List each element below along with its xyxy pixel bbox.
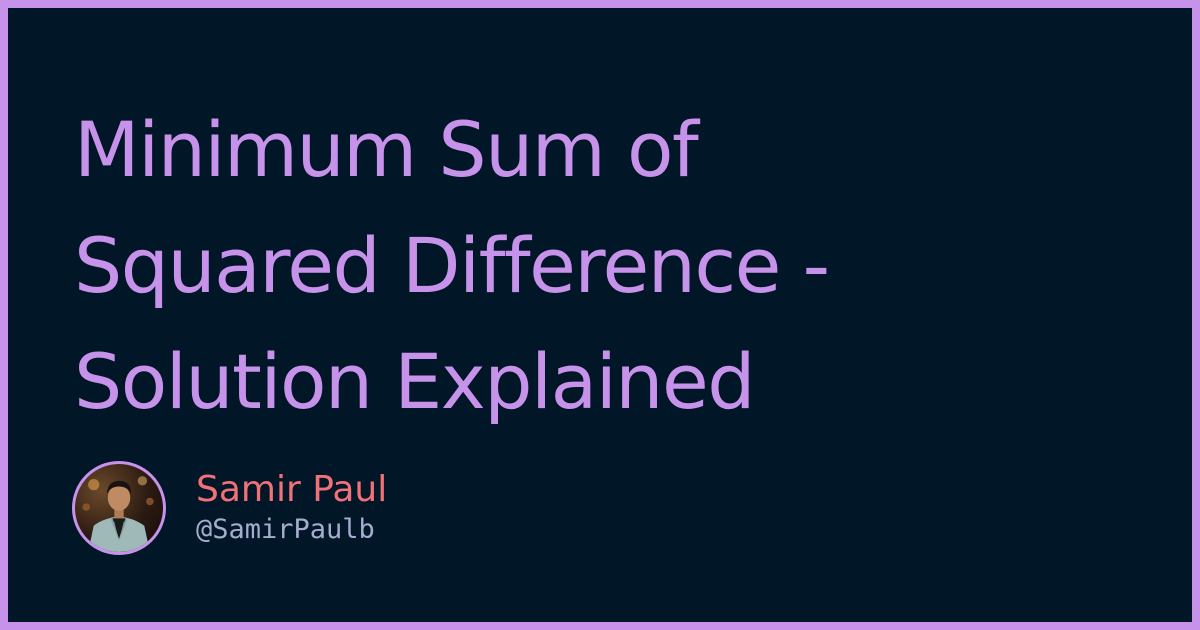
title-line-1: Minimum Sum of	[74, 105, 699, 194]
author-text: Samir Paul @SamirPaulb	[196, 468, 387, 548]
avatar	[72, 461, 166, 555]
author-name: Samir Paul	[196, 469, 388, 510]
author-block: Samir Paul @SamirPaulb	[72, 458, 387, 558]
title-line-3: Solution Explained	[74, 337, 755, 426]
author-photo-icon	[82, 476, 154, 552]
title-line-2: Squared Difference -	[74, 221, 830, 310]
post-title: Minimum Sum of Squared Difference - Solu…	[74, 92, 1154, 440]
author-handle: @SamirPaulb	[196, 514, 375, 545]
og-card: Minimum Sum of Squared Difference - Solu…	[8, 8, 1192, 622]
